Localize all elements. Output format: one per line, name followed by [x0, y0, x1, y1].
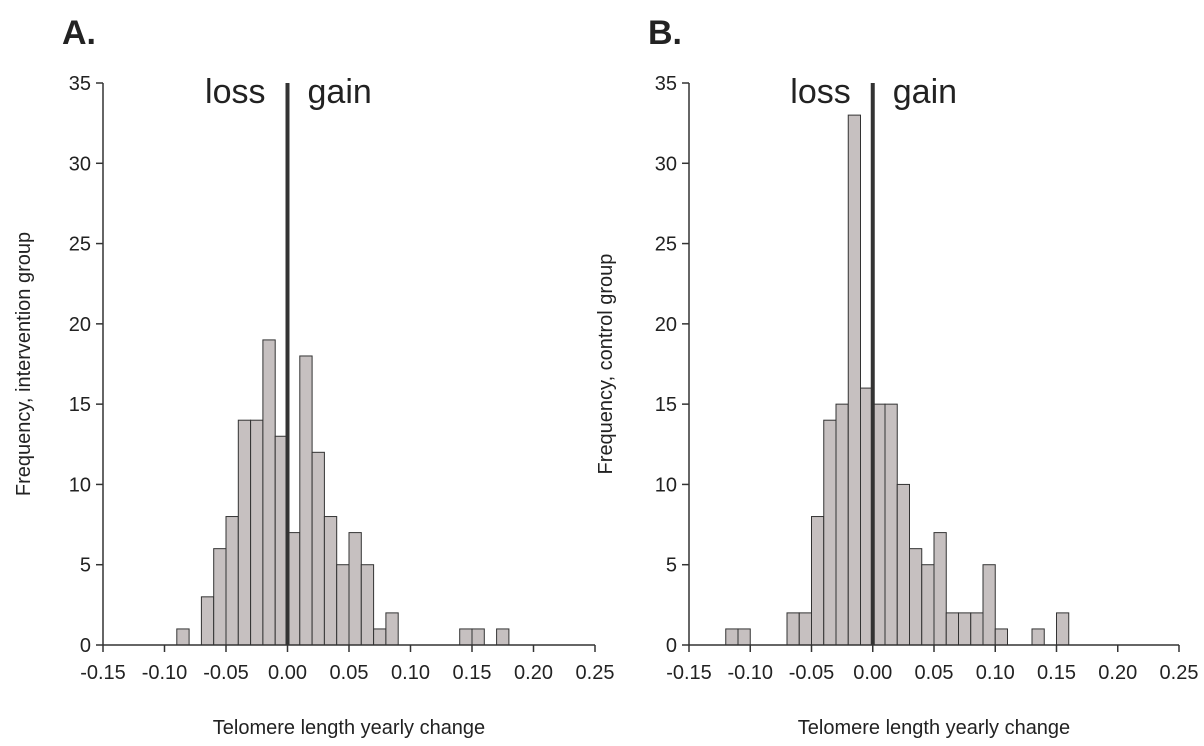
- loss-label: loss: [790, 73, 850, 111]
- histogram-bar: [835, 403, 849, 646]
- histogram-bar: [982, 564, 996, 646]
- x-tick-label: 0.10: [391, 662, 430, 684]
- histogram-bar: [213, 548, 227, 646]
- gain-label: gain: [893, 73, 957, 111]
- histogram-bar: [811, 516, 825, 646]
- gain-label: gain: [308, 73, 372, 111]
- y-tick-label: 5: [80, 555, 91, 577]
- x-tick-label: 0.25: [1160, 662, 1199, 684]
- histogram-bar: [945, 612, 959, 646]
- histogram-bar: [385, 612, 399, 646]
- y-tick-label: 35: [655, 73, 677, 95]
- y-tick-label: 5: [666, 555, 677, 577]
- y-tick-label: 20: [655, 314, 677, 336]
- histogram-bar: [1031, 628, 1045, 646]
- histogram-bar: [311, 451, 325, 646]
- histogram-bar: [471, 628, 485, 646]
- x-tick-label: -0.05: [789, 662, 835, 684]
- y-tick-label: 30: [655, 153, 677, 175]
- y-axis-title: Frequency, intervention group: [13, 232, 35, 496]
- histogram-bar: [176, 628, 190, 646]
- histogram-bar: [237, 419, 252, 646]
- panel-label: B.: [648, 14, 682, 52]
- y-tick-label: 20: [69, 314, 91, 336]
- y-tick-label: 25: [655, 234, 677, 256]
- y-tick-label: 15: [69, 394, 91, 416]
- histogram-bar: [323, 516, 338, 646]
- x-tick-label: -0.10: [142, 662, 188, 684]
- x-tick-label: 0.05: [330, 662, 369, 684]
- x-tick-label: 0.25: [576, 662, 615, 684]
- histogram-bar: [336, 564, 350, 646]
- x-tick-label: 0.00: [268, 662, 307, 684]
- histogram-bar: [373, 628, 387, 646]
- histogram-bar: [823, 419, 837, 646]
- histogram-bar: [459, 628, 473, 646]
- x-tick-label: -0.05: [203, 662, 249, 684]
- histogram-bar: [798, 612, 812, 646]
- histogram-bar: [909, 548, 923, 646]
- x-tick-label: 0.00: [853, 662, 892, 684]
- histogram-bar: [250, 419, 264, 646]
- x-tick-label: 0.20: [1098, 662, 1137, 684]
- histogram-bar: [496, 628, 510, 646]
- histogram-bar: [994, 628, 1008, 646]
- histogram-bar: [933, 532, 947, 646]
- x-axis-title: Telomere length yearly change: [213, 717, 485, 739]
- histogram-bar: [896, 483, 910, 646]
- y-tick-label: 30: [69, 153, 91, 175]
- histogram-bar: [970, 612, 984, 646]
- y-tick-label: 25: [69, 234, 91, 256]
- x-tick-label: 0.05: [915, 662, 954, 684]
- x-tick-label: -0.15: [666, 662, 712, 684]
- y-tick-label: 0: [80, 635, 91, 657]
- histogram-bar: [299, 355, 313, 646]
- histogram-bar: [786, 612, 800, 646]
- histogram-bar: [737, 628, 751, 646]
- loss-label: loss: [205, 73, 265, 111]
- chart-panel-b: B. 0 5 10 15 20 25 30 35 -0.15 -0.10 -0.05 0.00 0.05 0…: [595, 14, 1198, 739]
- y-tick-label: 35: [69, 73, 91, 95]
- y-tick-label: 10: [655, 474, 677, 496]
- y-axis-title: Frequency, control group: [595, 254, 617, 475]
- histogram-bar: [262, 339, 276, 646]
- x-tick-label: 0.15: [1037, 662, 1076, 684]
- histogram-bar: [921, 564, 935, 646]
- histogram-bar: [725, 628, 739, 646]
- histogram-bar: [884, 403, 898, 646]
- x-axis-title: Telomere length yearly change: [798, 717, 1070, 739]
- panel-label: A.: [62, 14, 96, 52]
- histogram-bar: [360, 564, 375, 646]
- y-tick-label: 10: [69, 474, 91, 496]
- x-tick-label: 0.20: [514, 662, 553, 684]
- chart-panel-a: A. 0 5 10 15 20 25 30 35 -0.15 -0.10 -0.05 0.00 0.05 0…: [13, 14, 614, 739]
- y-tick-label: 15: [655, 394, 677, 416]
- x-tick-label: -0.15: [80, 662, 126, 684]
- y-tick-label: 0: [666, 635, 677, 657]
- histogram-bar: [847, 114, 861, 646]
- x-tick-label: 0.15: [453, 662, 492, 684]
- histogram-bar: [958, 612, 972, 646]
- x-tick-label: 0.10: [976, 662, 1015, 684]
- histogram-bar: [225, 516, 239, 646]
- x-tick-label: -0.10: [727, 662, 773, 684]
- histogram-bar: [348, 532, 362, 646]
- histogram-bar: [200, 596, 215, 646]
- histogram-bar: [1056, 612, 1070, 646]
